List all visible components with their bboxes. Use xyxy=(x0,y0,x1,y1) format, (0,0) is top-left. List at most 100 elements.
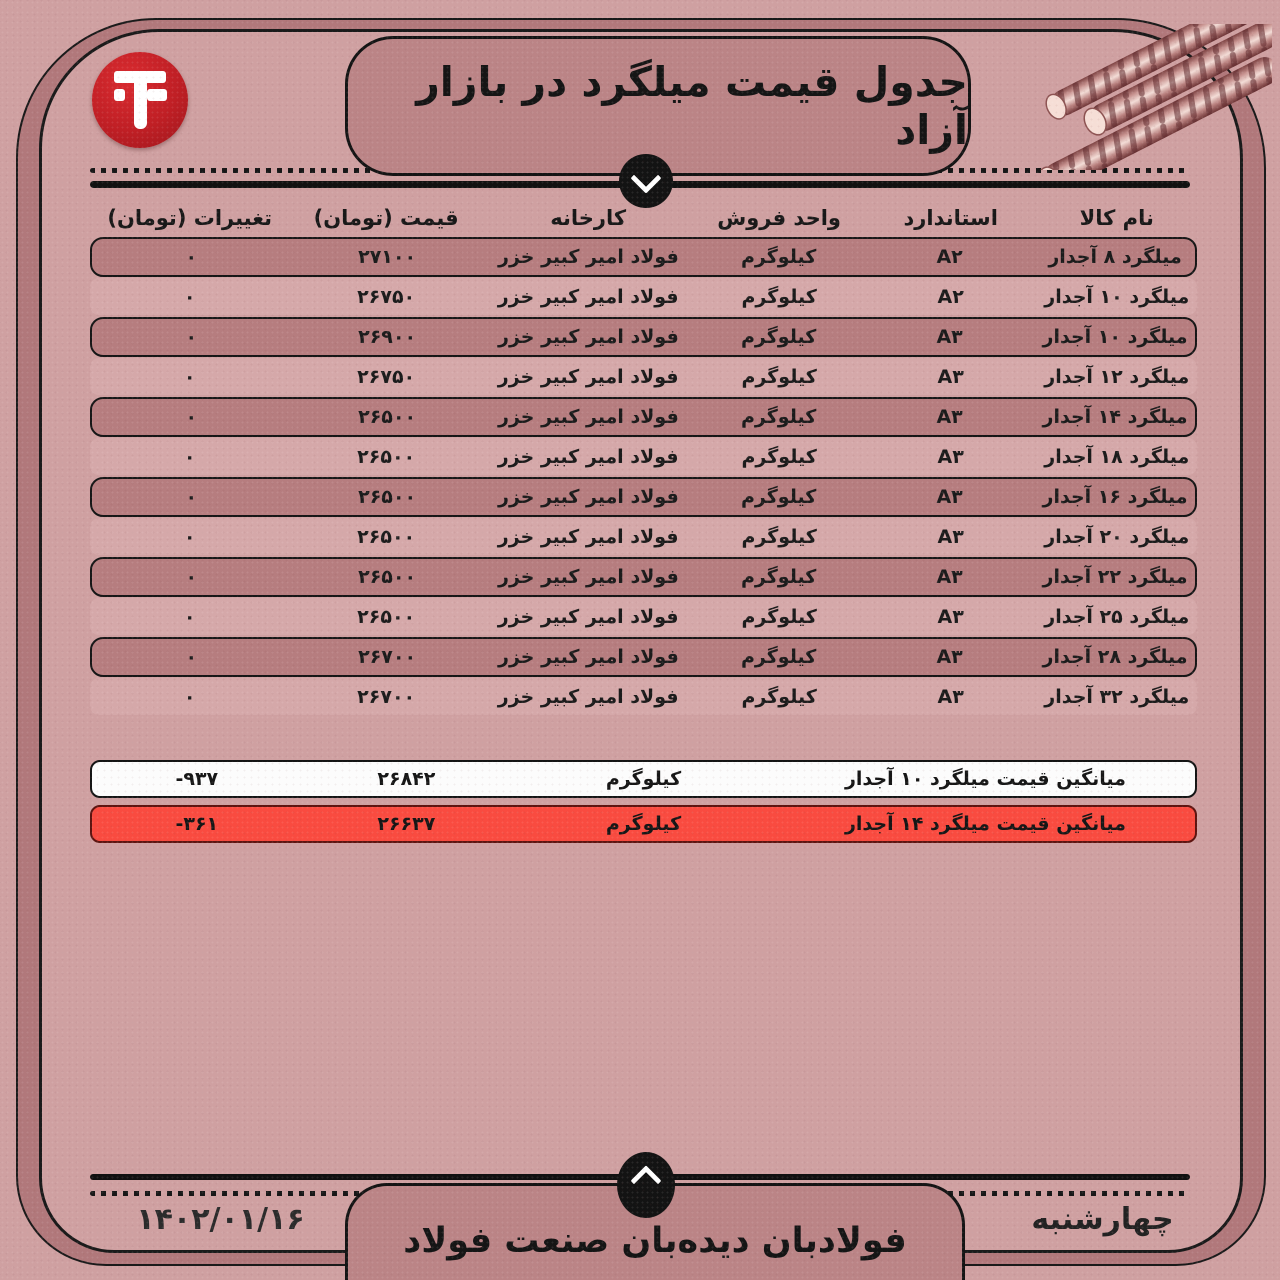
cell-change: ۰ xyxy=(185,406,198,428)
page-title: جدول قیمت میلگرد در بازار آزاد xyxy=(416,58,969,154)
col-header-unit: واحد فروش xyxy=(717,206,841,230)
brand-text: فولادبان دیده‌بان صنعت فولاد xyxy=(403,1221,907,1261)
footer-brand-box: فولادبان دیده‌بان صنعت فولاد xyxy=(345,1183,965,1280)
cell-factory: فولاد امیر کبیر خزر xyxy=(498,646,679,668)
col-header-standard: استاندارد xyxy=(903,206,998,230)
logo-shape xyxy=(146,89,167,102)
title-box: جدول قیمت میلگرد در بازار آزاد xyxy=(345,36,971,176)
summary-change: -۹۳۷ xyxy=(175,768,219,790)
cell-change: ۰ xyxy=(183,445,196,468)
logo-shape xyxy=(114,89,125,102)
cell-unit: کیلوگرم xyxy=(741,646,817,668)
cell-standard: A۳ xyxy=(937,685,964,708)
summary-rows: میانگین قیمت میلگرد ۱۰ آجدار کیلوگرم ۲۶۸… xyxy=(90,760,1197,850)
weekday-label: چهارشنبه xyxy=(1031,1202,1174,1237)
cell-unit: کیلوگرم xyxy=(741,365,817,388)
cell-factory: فولاد امیر کبیر خزر xyxy=(498,406,679,428)
cell-unit: کیلوگرم xyxy=(741,246,817,268)
col-header-price: قیمت (تومان) xyxy=(313,206,459,230)
cell-price: ۲۶۷۰۰ xyxy=(358,646,417,668)
table-row: میلگرد ۱۸ آجدار A۳ کیلوگرم فولاد امیر کب… xyxy=(90,438,1197,475)
cell-unit: کیلوگرم xyxy=(741,326,817,348)
col-header-name: نام کالا xyxy=(1079,206,1154,230)
date-label: ۱۴۰۲/۰۱/۱۶ xyxy=(136,1202,305,1237)
table-row: میلگرد ۱۶ آجدار A۳ کیلوگرم فولاد امیر کب… xyxy=(90,477,1197,517)
summary-row: میانگین قیمت میلگرد ۱۰ آجدار کیلوگرم ۲۶۸… xyxy=(90,760,1197,798)
cell-factory: فولاد امیر کبیر خزر xyxy=(497,525,679,548)
cell-name: میلگرد ۸ آجدار xyxy=(1048,246,1182,268)
summary-row: میانگین قیمت میلگرد ۱۴ آجدار کیلوگرم ۲۶۶… xyxy=(90,805,1197,843)
rebar-bar xyxy=(1038,57,1272,170)
cell-price: ۲۶۵۰۰ xyxy=(357,445,416,468)
cell-change: ۰ xyxy=(183,365,196,388)
cell-change: ۰ xyxy=(185,646,198,668)
table-row: میلگرد ۳۲ آجدار A۳ کیلوگرم فولاد امیر کب… xyxy=(90,678,1197,715)
cell-price: ۲۶۵۰۰ xyxy=(358,566,417,588)
cell-unit: کیلوگرم xyxy=(741,605,817,628)
table-row: میلگرد ۱۲ آجدار A۳ کیلوگرم فولاد امیر کب… xyxy=(90,358,1197,395)
cell-standard: A۳ xyxy=(937,365,964,388)
cell-name: میلگرد ۱۴ آجدار xyxy=(1042,406,1188,428)
cell-price: ۲۶۵۰۰ xyxy=(357,525,416,548)
cell-name: میلگرد ۲۸ آجدار xyxy=(1042,646,1188,668)
cell-factory: فولاد امیر کبیر خزر xyxy=(497,445,679,468)
chevron-down-icon xyxy=(619,154,673,208)
table-row: میلگرد ۱۴ آجدار A۳ کیلوگرم فولاد امیر کب… xyxy=(90,397,1197,437)
cell-unit: کیلوگرم xyxy=(741,445,817,468)
cell-change: ۰ xyxy=(185,486,198,508)
table-row: میلگرد ۲۵ آجدار A۳ کیلوگرم فولاد امیر کب… xyxy=(90,598,1197,635)
cell-price: ۲۶۷۵۰ xyxy=(357,365,416,388)
cell-name: میلگرد ۲۵ آجدار xyxy=(1044,605,1190,628)
col-header-factory: کارخانه xyxy=(550,206,627,230)
summary-price: ۲۶۶۳۷ xyxy=(377,813,436,835)
cell-standard: A۳ xyxy=(936,326,963,348)
cell-standard: A۳ xyxy=(936,646,963,668)
logo-shape xyxy=(134,71,147,129)
cell-standard: A۳ xyxy=(937,445,964,468)
table-row: میلگرد ۲۰ آجدار A۳ کیلوگرم فولاد امیر کب… xyxy=(90,518,1197,555)
table-header: نام کالا استاندارد واحد فروش کارخانه قیم… xyxy=(90,200,1197,236)
cell-change: ۰ xyxy=(185,246,198,268)
rebar-bar xyxy=(1045,24,1272,120)
rebar-bar xyxy=(1083,24,1272,136)
cell-standard: A۳ xyxy=(937,525,964,548)
summary-price: ۲۶۸۴۲ xyxy=(377,768,436,790)
cell-factory: فولاد امیر کبیر خزر xyxy=(497,685,679,708)
chevron-up-icon xyxy=(617,1152,675,1218)
summary-change: -۳۶۱ xyxy=(175,813,219,835)
cell-name: میلگرد ۱۶ آجدار xyxy=(1042,486,1188,508)
cell-change: ۰ xyxy=(183,685,196,708)
cell-name: میلگرد ۲۰ آجدار xyxy=(1044,525,1190,548)
cell-factory: فولاد امیر کبیر خزر xyxy=(498,326,679,348)
summary-label: میانگین قیمت میلگرد ۱۰ آجدار xyxy=(844,768,1126,790)
cell-change: ۰ xyxy=(183,525,196,548)
summary-unit: کیلوگرم xyxy=(605,768,682,790)
table-row: میلگرد ۲۸ آجدار A۳ کیلوگرم فولاد امیر کب… xyxy=(90,637,1197,677)
cell-standard: A۳ xyxy=(937,605,964,628)
col-header-change: تغییرات (تومان) xyxy=(107,206,272,230)
table-body: میلگرد ۸ آجدار A۲ کیلوگرم فولاد امیر کبی… xyxy=(90,237,1197,718)
cell-unit: کیلوگرم xyxy=(741,285,817,308)
cell-name: میلگرد ۱۰ آجدار xyxy=(1042,326,1188,348)
cell-factory: فولاد امیر کبیر خزر xyxy=(497,605,679,628)
cell-unit: کیلوگرم xyxy=(741,486,817,508)
cell-factory: فولاد امیر کبیر خزر xyxy=(498,566,679,588)
cell-standard: A۳ xyxy=(936,566,963,588)
summary-label: میانگین قیمت میلگرد ۱۴ آجدار xyxy=(844,813,1126,835)
cell-name: میلگرد ۳۲ آجدار xyxy=(1044,685,1190,708)
cell-name: میلگرد ۱۲ آجدار xyxy=(1044,365,1190,388)
cell-price: ۲۶۷۰۰ xyxy=(357,685,416,708)
cell-name: میلگرد ۱۸ آجدار xyxy=(1044,445,1190,468)
table-row: میلگرد ۲۲ آجدار A۳ کیلوگرم فولاد امیر کب… xyxy=(90,557,1197,597)
cell-change: ۰ xyxy=(185,566,198,588)
cell-unit: کیلوگرم xyxy=(741,406,817,428)
cell-price: ۲۶۹۰۰ xyxy=(358,326,417,348)
cell-unit: کیلوگرم xyxy=(741,566,817,588)
cell-price: ۲۶۷۵۰ xyxy=(357,285,416,308)
table-row: میلگرد ۱۰ آجدار A۳ کیلوگرم فولاد امیر کب… xyxy=(90,317,1197,357)
cell-factory: فولاد امیر کبیر خزر xyxy=(497,285,679,308)
cell-price: ۲۶۵۰۰ xyxy=(358,486,417,508)
rebar-image xyxy=(1038,24,1272,170)
fooladban-logo-icon xyxy=(92,52,188,148)
